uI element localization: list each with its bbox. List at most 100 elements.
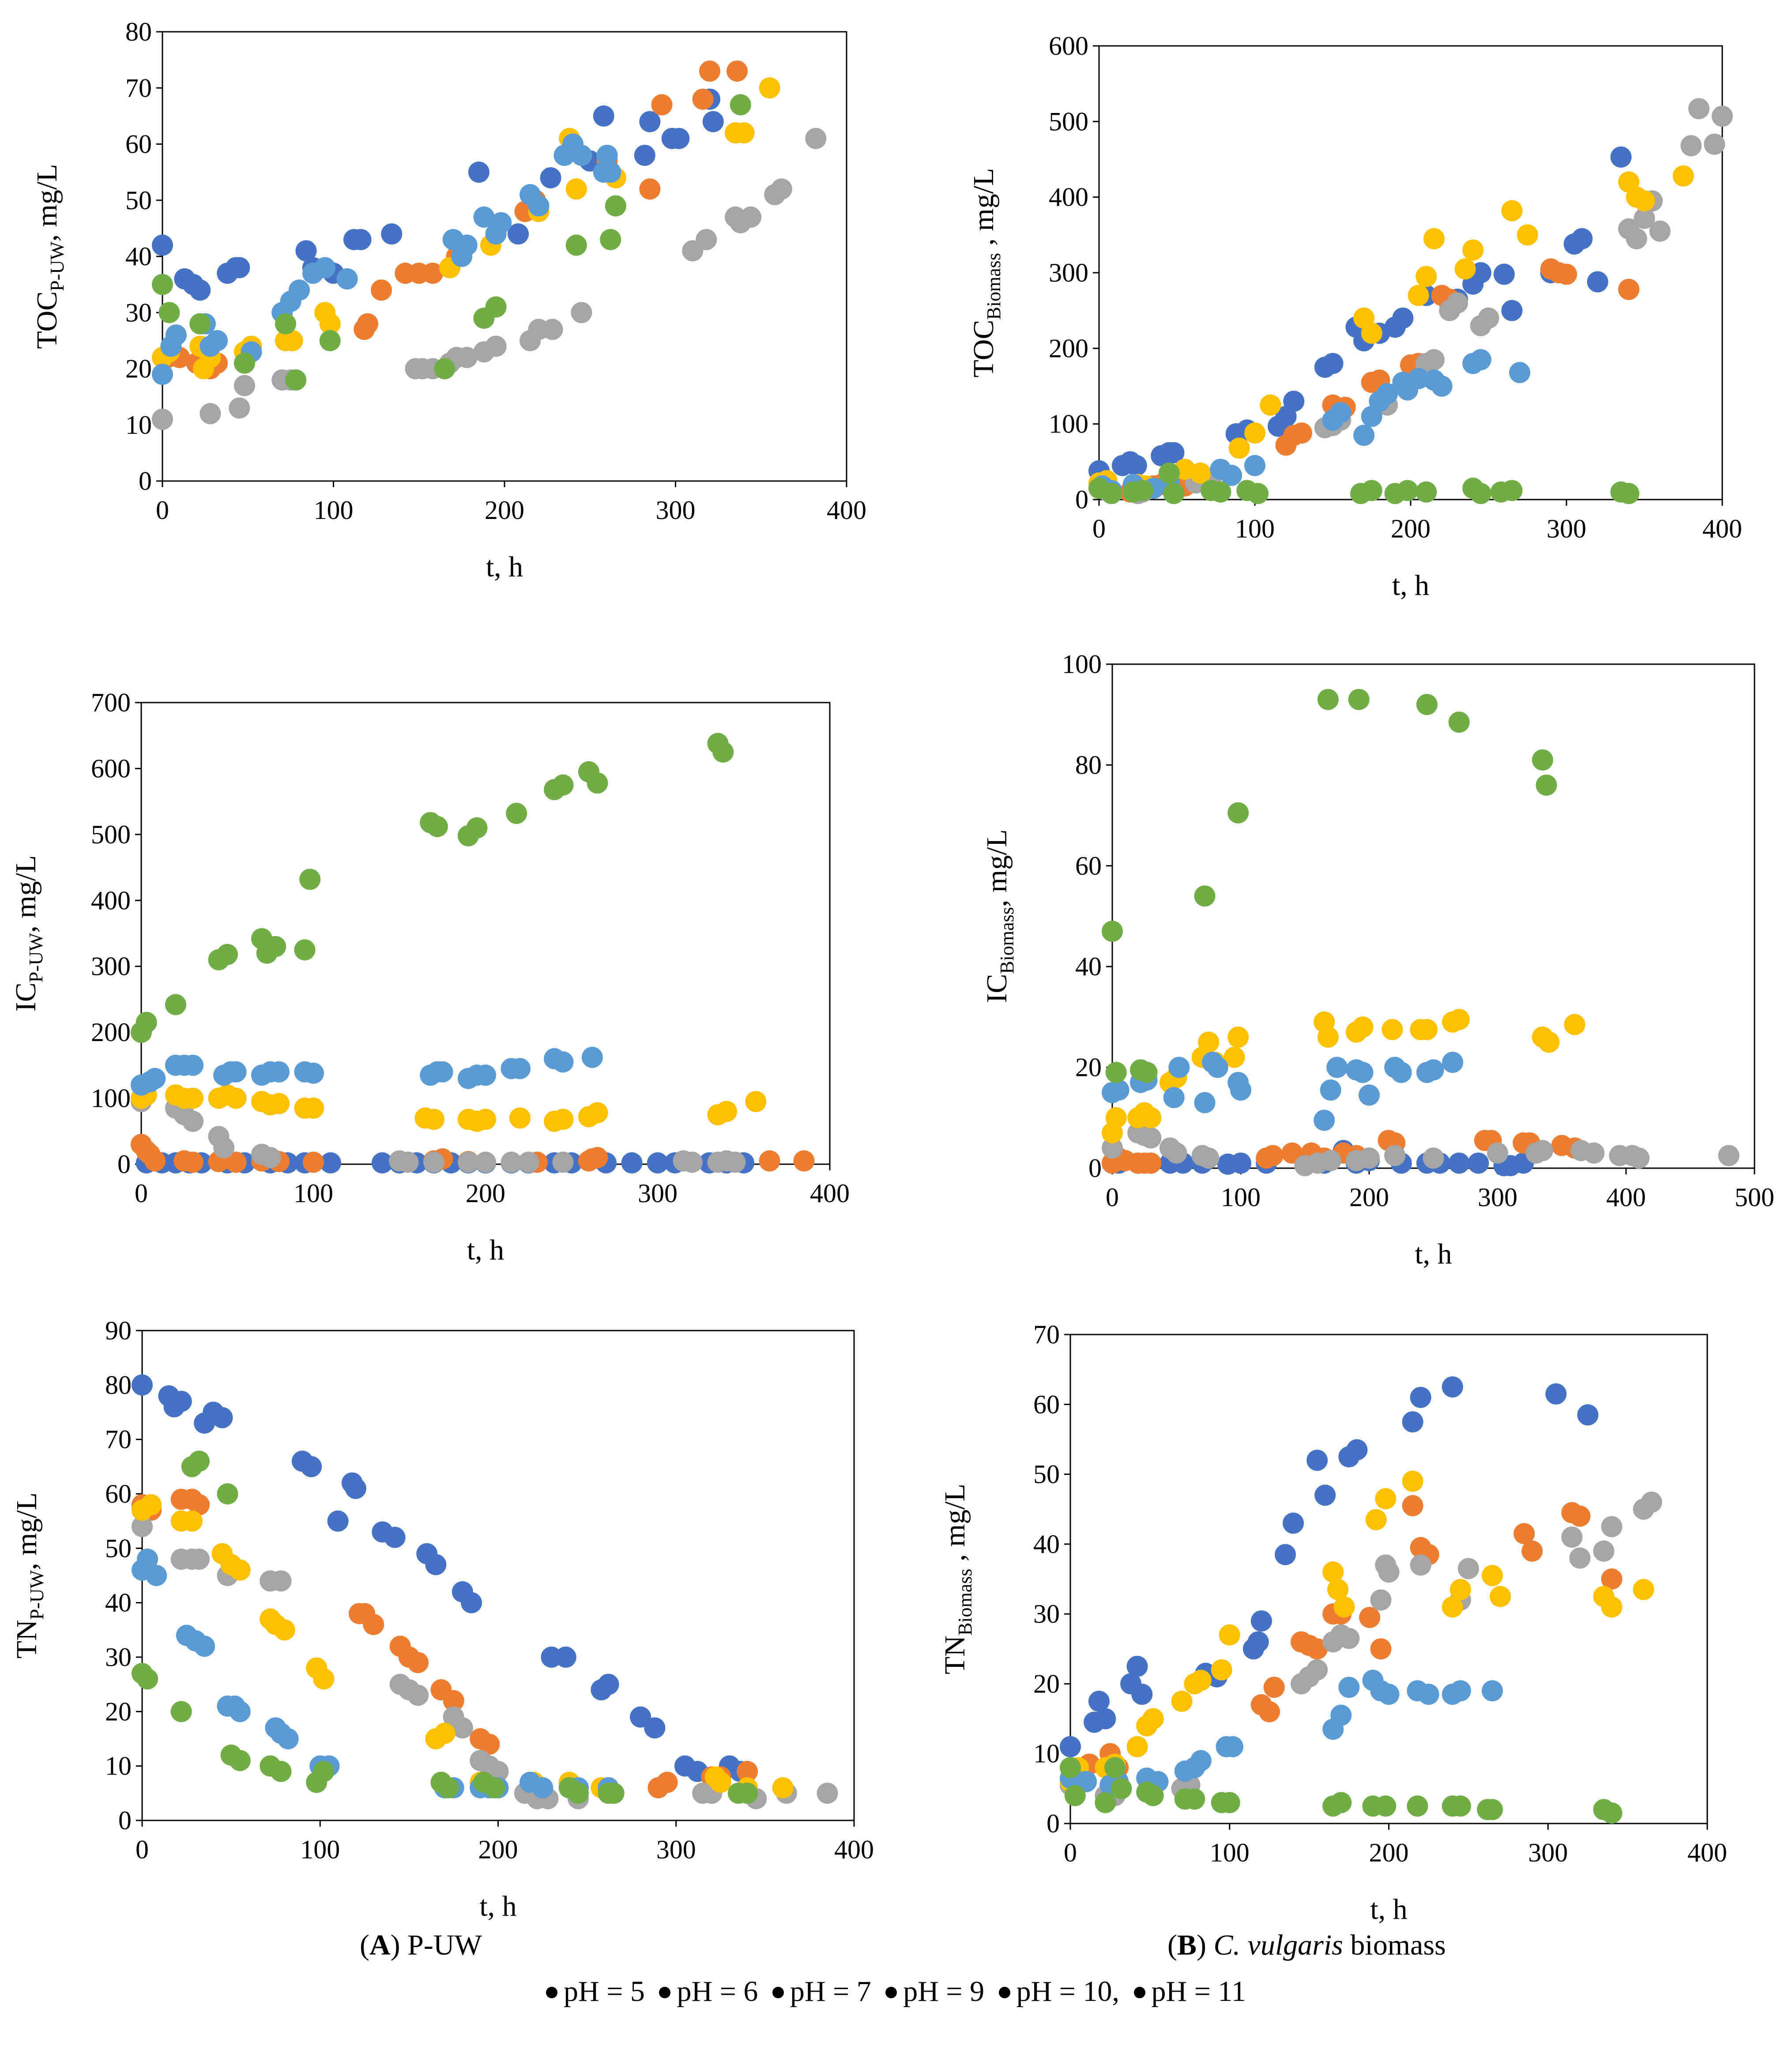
y-tick-label: 20: [105, 1697, 132, 1726]
data-point: [1352, 1062, 1374, 1083]
data-point: [1634, 190, 1655, 212]
data-point: [1361, 480, 1382, 501]
data-point: [194, 1636, 215, 1657]
data-point: [1442, 1376, 1463, 1398]
y-tick-label: 40: [1033, 1530, 1060, 1559]
data-point: [285, 369, 307, 391]
data-point: [1375, 1795, 1397, 1817]
data-point: [1593, 1540, 1615, 1562]
data-point: [188, 1549, 210, 1570]
data-point: [1198, 1031, 1220, 1053]
data-point: [1224, 1046, 1245, 1068]
data-point: [1361, 323, 1382, 344]
x-tick-label: 300: [1478, 1183, 1517, 1212]
data-point: [1423, 1147, 1444, 1169]
caption-a-label: A: [369, 1929, 391, 1961]
chart-tn-puw: 0 10 20 30 40 50 60 70 80 90 0 100 200 300 400 t, h TNP-…: [11, 1316, 874, 1922]
data-point: [571, 144, 592, 166]
data-point: [1227, 802, 1249, 823]
data-point: [166, 324, 187, 346]
y-tick-label: 0: [139, 466, 152, 496]
data-point: [1359, 1607, 1381, 1628]
data-point: [1501, 480, 1523, 501]
data-point: [600, 162, 621, 183]
data-point: [1561, 1527, 1583, 1548]
data-point: [532, 1777, 553, 1798]
x-axis-label: t, h: [486, 551, 523, 583]
data-point: [1244, 455, 1265, 476]
data-point: [407, 1685, 429, 1706]
data-point: [170, 1701, 192, 1722]
data-point: [1359, 1147, 1380, 1169]
data-point: [1680, 135, 1702, 157]
y-tick-label: 50: [1033, 1460, 1060, 1489]
legend-item-ph7: pH = 7: [772, 1975, 871, 2008]
x-axis-label: t, h: [467, 1234, 504, 1266]
data-point: [1628, 1147, 1650, 1169]
data-point: [639, 178, 661, 200]
y-tick-label: 70: [125, 73, 152, 102]
data-point: [434, 358, 456, 380]
data-point: [1556, 263, 1577, 285]
data-point: [1517, 224, 1538, 246]
x-tick-label: 300: [638, 1179, 678, 1208]
series-ph-11: [1088, 462, 1640, 504]
data-point: [1618, 483, 1640, 504]
data-point: [540, 167, 561, 188]
legend: pH = 5 pH = 6 pH = 7 pH = 9 pH = 10, pH …: [0, 1975, 1792, 2008]
data-point: [1382, 1019, 1403, 1040]
data-point: [509, 1058, 531, 1079]
data-point: [1718, 1145, 1739, 1166]
x-tick-label: 0: [135, 1179, 148, 1208]
data-point: [182, 1087, 203, 1109]
y-tick-label: 20: [125, 354, 152, 384]
data-point: [268, 1061, 290, 1083]
data-point: [458, 1151, 479, 1173]
data-point: [485, 335, 507, 357]
data-point: [1064, 1785, 1086, 1806]
legend-item-ph6: pH = 6: [659, 1975, 758, 2008]
series-ph-11: [132, 1451, 758, 1804]
y-tick-label: 70: [1033, 1320, 1060, 1349]
data-point: [1633, 1579, 1654, 1600]
y-tick-label: 60: [105, 1479, 132, 1508]
data-point: [1322, 1561, 1344, 1583]
y-tick-label: 600: [1049, 31, 1088, 60]
y-tick-label: 90: [105, 1316, 132, 1345]
data-point: [1521, 1540, 1543, 1562]
data-point: [681, 1151, 703, 1173]
data-point: [621, 1152, 643, 1174]
data-point: [1478, 307, 1499, 329]
data-point: [1142, 1785, 1164, 1806]
data-point: [1468, 1152, 1489, 1174]
data-point: [170, 1391, 192, 1412]
x-tick-label: 200: [1369, 1838, 1409, 1867]
data-point: [699, 60, 720, 82]
data-point: [182, 1054, 203, 1076]
data-point: [733, 122, 755, 144]
data-point: [730, 94, 751, 116]
data-point: [158, 302, 180, 323]
data-point: [1564, 1014, 1585, 1035]
data-point: [712, 741, 734, 763]
data-point: [1583, 1142, 1605, 1164]
data-point: [1102, 921, 1123, 942]
data-point: [423, 1151, 444, 1173]
data-point: [596, 144, 618, 166]
data-point: [1306, 1449, 1328, 1471]
data-point: [552, 1151, 574, 1173]
data-point: [1228, 437, 1250, 459]
data-point: [1402, 1495, 1423, 1516]
data-point: [319, 313, 341, 335]
data-point: [1448, 711, 1470, 733]
data-point: [397, 1151, 419, 1173]
data-point: [1306, 1638, 1328, 1660]
y-tick-label: 100: [1062, 650, 1102, 679]
data-point: [1449, 1579, 1471, 1600]
data-point: [1454, 258, 1476, 280]
data-point: [1493, 263, 1515, 285]
chart-toc-puw: 0 10 20 30 40 50 60 70 80 0 100 200 300 400 t, h TOCP-U…: [31, 17, 866, 583]
y-axis-label: ICBiomass, mg/L: [981, 829, 1018, 1003]
data-point: [1250, 1610, 1272, 1632]
data-point: [702, 111, 724, 132]
